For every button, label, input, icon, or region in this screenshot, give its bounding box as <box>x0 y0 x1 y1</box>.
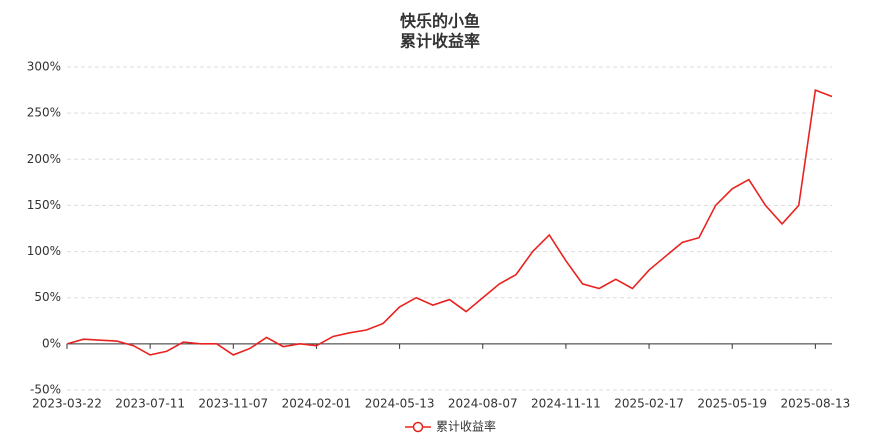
x-tick-label: 2023-07-11 <box>115 397 185 411</box>
x-tick-label: 2023-11-07 <box>198 397 268 411</box>
chart-subtitle: 累计收益率 <box>400 32 480 51</box>
y-tick-label: 250% <box>27 106 61 120</box>
line <box>66 88 833 356</box>
chart-title: 快乐的小鱼 <box>400 12 480 31</box>
x-tick-label: 2024-02-01 <box>282 397 352 411</box>
x-tick-label: 2025-02-17 <box>614 397 684 411</box>
y-tick-label: 300% <box>27 60 61 74</box>
x-tick-label: 2024-11-11 <box>531 397 601 411</box>
y-tick-label: 100% <box>27 244 61 258</box>
y-tick-label: 50% <box>34 290 61 304</box>
legend-marker <box>412 421 424 433</box>
y-tick-label: 0% <box>42 336 61 350</box>
y-tick-label: -50% <box>30 383 61 397</box>
x-tick-label: 2024-08-07 <box>448 397 518 411</box>
x-tick-label: 2024-05-13 <box>365 397 435 411</box>
x-tick-label: 2025-05-19 <box>697 397 767 411</box>
legend-label: 累计收益率 <box>436 419 496 434</box>
x-tick-label: 2025-08-13 <box>780 397 850 411</box>
y-tick-label: 150% <box>27 198 61 212</box>
y-tick-label: 200% <box>27 152 61 166</box>
x-tick-label: 2023-03-22 <box>32 397 102 411</box>
